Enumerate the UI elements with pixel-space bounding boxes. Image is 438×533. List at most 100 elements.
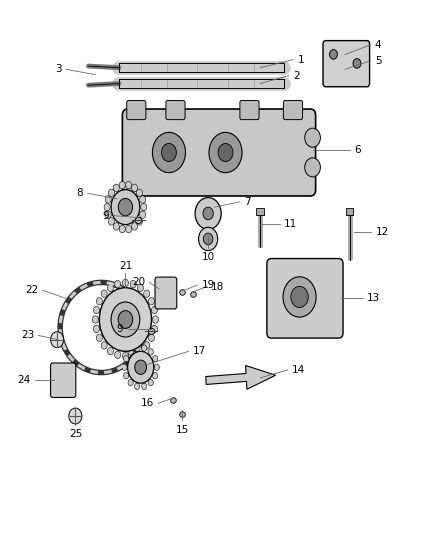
Circle shape <box>138 284 144 292</box>
Circle shape <box>107 348 113 355</box>
Circle shape <box>113 184 119 191</box>
Circle shape <box>111 302 140 337</box>
Text: 19: 19 <box>201 280 215 290</box>
Circle shape <box>135 360 147 374</box>
Circle shape <box>136 217 142 225</box>
Text: 1: 1 <box>297 55 304 64</box>
Circle shape <box>291 286 308 308</box>
Circle shape <box>107 284 113 292</box>
Circle shape <box>115 280 121 288</box>
Circle shape <box>124 373 129 379</box>
Circle shape <box>130 280 136 288</box>
Circle shape <box>353 59 361 68</box>
Circle shape <box>152 306 158 314</box>
Text: 25: 25 <box>69 429 82 439</box>
FancyBboxPatch shape <box>283 101 303 119</box>
Circle shape <box>148 379 153 386</box>
Circle shape <box>104 204 110 211</box>
Circle shape <box>198 227 218 251</box>
Circle shape <box>148 349 153 355</box>
Circle shape <box>305 158 321 177</box>
Circle shape <box>127 351 154 383</box>
Text: 7: 7 <box>244 197 251 207</box>
FancyBboxPatch shape <box>155 277 177 309</box>
Circle shape <box>122 279 128 287</box>
Circle shape <box>152 316 159 323</box>
Text: 4: 4 <box>375 40 381 50</box>
Circle shape <box>122 364 127 370</box>
Circle shape <box>195 198 221 229</box>
Circle shape <box>152 373 158 379</box>
Text: 9: 9 <box>102 211 110 221</box>
Circle shape <box>148 297 155 305</box>
FancyBboxPatch shape <box>127 101 146 119</box>
Circle shape <box>115 351 121 359</box>
Circle shape <box>209 132 242 173</box>
Text: 10: 10 <box>201 252 215 262</box>
Circle shape <box>140 196 146 203</box>
Circle shape <box>92 316 99 323</box>
Text: 15: 15 <box>175 424 189 434</box>
Circle shape <box>144 342 150 349</box>
Text: 13: 13 <box>367 293 380 303</box>
Bar <box>346 208 353 215</box>
Circle shape <box>108 217 114 225</box>
Circle shape <box>131 223 138 230</box>
Circle shape <box>105 211 111 219</box>
Text: 9: 9 <box>117 324 123 334</box>
Circle shape <box>203 233 213 245</box>
Circle shape <box>96 297 102 305</box>
FancyArrow shape <box>206 366 276 389</box>
Circle shape <box>283 277 316 317</box>
Circle shape <box>105 196 111 203</box>
Circle shape <box>128 349 133 355</box>
Circle shape <box>122 352 128 360</box>
Circle shape <box>154 364 159 370</box>
Circle shape <box>152 325 158 333</box>
Circle shape <box>128 379 133 386</box>
Circle shape <box>126 225 132 233</box>
Circle shape <box>305 128 321 147</box>
Circle shape <box>140 211 146 219</box>
Text: 8: 8 <box>77 188 83 198</box>
Circle shape <box>152 132 185 173</box>
FancyBboxPatch shape <box>323 41 370 87</box>
Text: 20: 20 <box>132 277 145 287</box>
Bar <box>256 208 264 215</box>
Circle shape <box>144 290 150 297</box>
Circle shape <box>50 332 64 348</box>
Circle shape <box>138 348 144 355</box>
Circle shape <box>101 290 107 297</box>
Circle shape <box>93 325 99 333</box>
Circle shape <box>124 356 129 362</box>
Circle shape <box>136 189 142 197</box>
Circle shape <box>69 408 82 424</box>
Circle shape <box>119 181 125 189</box>
Circle shape <box>131 184 138 191</box>
Text: 2: 2 <box>293 70 300 80</box>
Circle shape <box>111 190 140 224</box>
FancyBboxPatch shape <box>122 109 316 196</box>
Circle shape <box>118 198 133 216</box>
Circle shape <box>134 345 140 351</box>
Text: 16: 16 <box>141 398 154 408</box>
Text: 12: 12 <box>376 227 389 237</box>
Circle shape <box>99 288 152 351</box>
FancyBboxPatch shape <box>166 101 185 119</box>
Circle shape <box>118 311 133 328</box>
Circle shape <box>108 189 114 197</box>
Text: 14: 14 <box>292 365 305 375</box>
Circle shape <box>101 342 107 349</box>
Circle shape <box>329 50 337 59</box>
Circle shape <box>126 181 132 189</box>
Text: 24: 24 <box>18 375 31 385</box>
Text: 6: 6 <box>354 145 360 155</box>
Text: 18: 18 <box>211 281 224 292</box>
Text: 23: 23 <box>21 330 34 341</box>
Circle shape <box>113 223 119 230</box>
Circle shape <box>93 306 99 314</box>
Text: 11: 11 <box>284 219 297 229</box>
Text: 5: 5 <box>375 56 381 66</box>
Circle shape <box>148 334 155 342</box>
Text: 21: 21 <box>119 261 132 271</box>
